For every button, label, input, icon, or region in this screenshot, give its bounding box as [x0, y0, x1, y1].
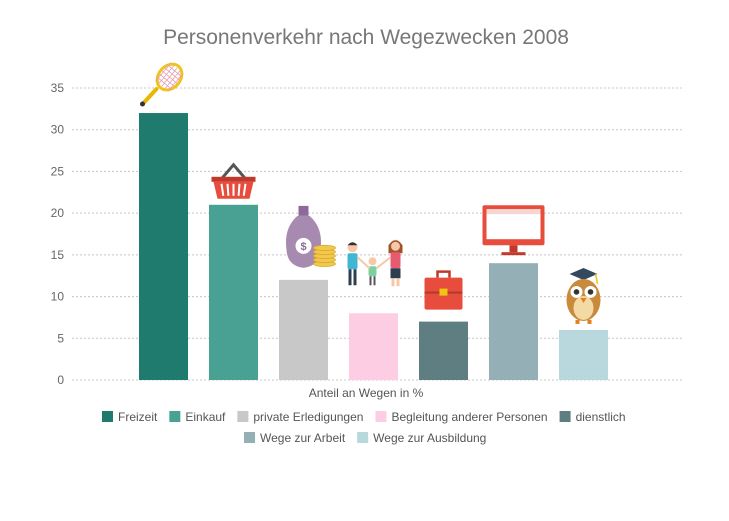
legend-swatch	[375, 411, 387, 422]
y-axis: 0 5 10 15 20 25 30 35	[51, 81, 65, 387]
owl-graduate-icon	[566, 267, 601, 324]
svg-text:$: $	[300, 241, 306, 253]
bar-icons: $	[140, 62, 601, 324]
bar-6	[489, 263, 538, 380]
legend-label: dienstlich	[576, 410, 626, 424]
y-tick-label: 15	[51, 248, 65, 262]
y-tick-label: 5	[57, 331, 64, 345]
legend-item: private Erledigungen	[237, 410, 363, 424]
y-tick-label: 35	[51, 81, 65, 95]
shopping-basket-icon	[211, 162, 256, 199]
briefcase-icon	[424, 270, 463, 310]
bar-5	[419, 321, 468, 380]
legend-label: Freizeit	[118, 410, 158, 424]
bar-7	[559, 329, 608, 380]
x-axis-label: Anteil an Wegen in %	[309, 386, 424, 400]
monitor-icon	[482, 205, 545, 256]
y-tick-label: 20	[51, 206, 65, 220]
family-icon	[347, 239, 403, 287]
legend-label: private Erledigungen	[253, 410, 363, 424]
y-tick-label: 30	[51, 123, 65, 137]
y-tick-label: 0	[57, 373, 64, 387]
legend-item: Wege zur Ausbildung	[357, 431, 486, 445]
legend-item: Freizeit	[102, 410, 158, 424]
chart-title: Personenverkehr nach Wegezwecken 2008	[163, 26, 569, 49]
bars	[139, 113, 608, 381]
legend-item: Wege zur Arbeit	[244, 431, 346, 445]
legend-label: Begleitung anderer Personen	[391, 410, 547, 424]
legend-swatch	[169, 411, 181, 422]
legend-swatch	[244, 432, 255, 443]
legend-label: Wege zur Arbeit	[260, 431, 346, 445]
legend-item: Einkauf	[169, 410, 226, 424]
money-bag-icon: $	[285, 205, 336, 268]
bar-3	[279, 279, 328, 380]
y-tick-label: 25	[51, 164, 65, 178]
tennis-racket-icon	[140, 62, 184, 107]
bar-1	[139, 113, 188, 381]
legend-swatch	[237, 411, 249, 422]
legend-label: Einkauf	[185, 410, 226, 424]
legend-swatch	[357, 432, 369, 443]
legend-label: Wege zur Ausbildung	[373, 431, 486, 445]
legend-swatch	[102, 411, 113, 422]
legend: Freizeit Einkauf private Erledigungen Begle…	[102, 410, 626, 445]
y-tick-label: 10	[51, 290, 65, 304]
bar-4	[349, 313, 398, 380]
legend-item: dienstlich	[559, 410, 626, 424]
legend-swatch	[559, 411, 571, 422]
legend-item: Begleitung anderer Personen	[375, 410, 548, 424]
bar-2	[209, 204, 258, 380]
